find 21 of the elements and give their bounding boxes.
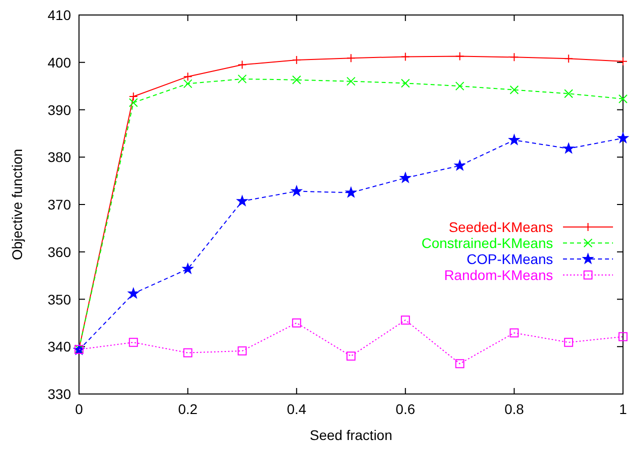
y-tick-label: 390: [48, 102, 72, 118]
legend-label: Seeded-KMeans: [448, 219, 553, 235]
y-tick-label: 410: [48, 7, 72, 23]
y-axis-title: Objective function: [9, 148, 25, 260]
y-tick-label: 370: [48, 196, 72, 212]
x-tick-label: 0.6: [396, 401, 416, 417]
y-tick-label: 400: [48, 54, 72, 70]
x-tick-label: 0.4: [286, 401, 307, 417]
x-tick-label: 1: [619, 401, 628, 417]
legend-label: COP-KMeans: [466, 251, 553, 267]
y-tick-label: 340: [48, 338, 72, 355]
x-tick-label: 0: [75, 401, 84, 417]
legend-label: Constrained-KMeans: [421, 235, 553, 251]
x-tick-label: 0.2: [178, 401, 198, 417]
y-tick-label: 330: [48, 386, 72, 402]
y-tick-label: 360: [48, 244, 72, 260]
x-axis-title: Seed fraction: [310, 427, 392, 443]
y-tick-label: 350: [48, 291, 72, 308]
x-tick-label: 0.8: [504, 401, 524, 417]
y-tick-label: 380: [48, 149, 72, 166]
legend-label: Random-KMeans: [444, 267, 553, 283]
